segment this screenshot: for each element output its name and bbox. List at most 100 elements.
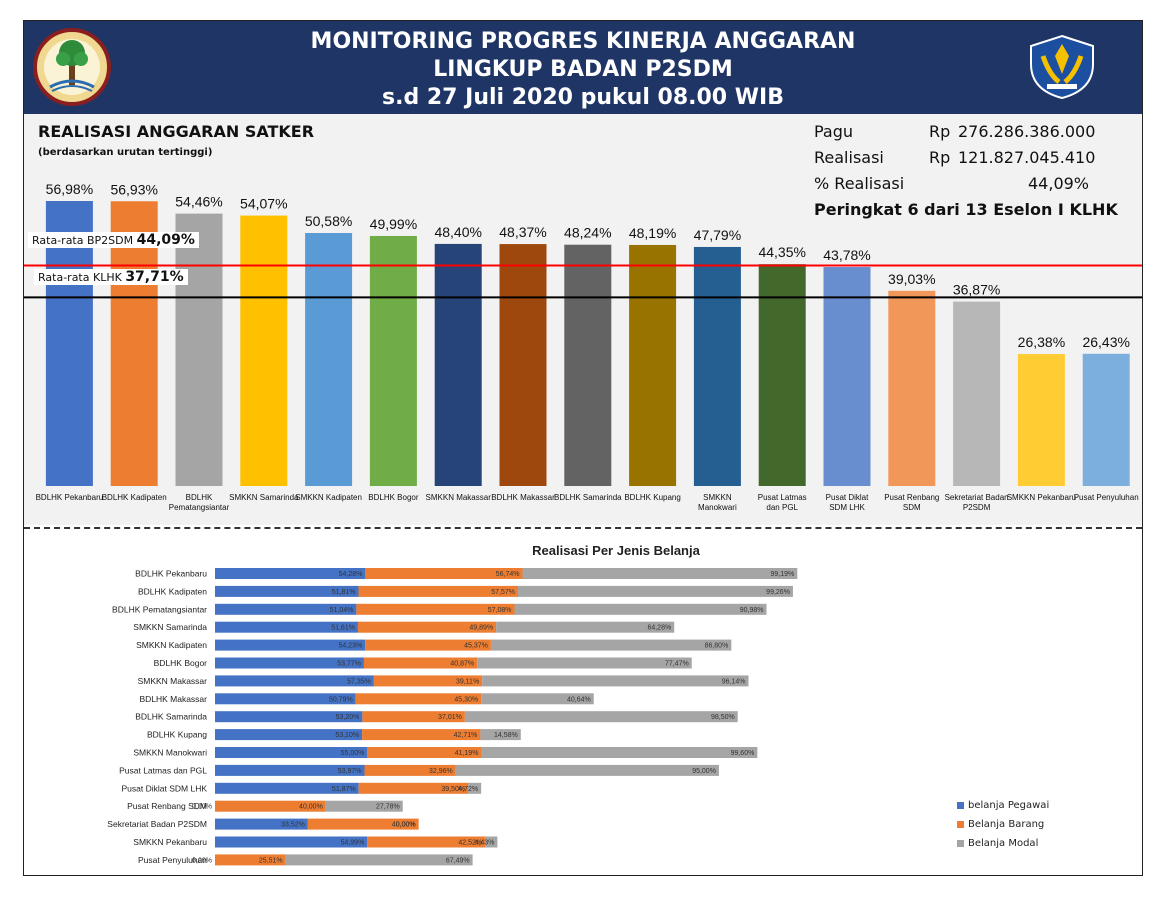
- segment-label: 42,52%: [458, 840, 482, 847]
- pagu-currency: Rp: [929, 122, 951, 141]
- bar-value-label: 56,98%: [46, 181, 93, 197]
- segment-label: 33,52%: [281, 822, 305, 829]
- legend-item-modal: Belanja Modal: [957, 834, 1049, 853]
- bar-segment: [356, 603, 515, 615]
- segment-label: 64,28%: [647, 625, 671, 632]
- segment-label: 51,81%: [332, 589, 356, 596]
- segment-label: 53,97%: [338, 768, 362, 775]
- bar-segment: [481, 693, 594, 705]
- chart2-title: Realisasi Per Jenis Belanja: [532, 543, 700, 558]
- bar: [1082, 353, 1130, 486]
- segment-label: 0,00%: [192, 857, 212, 864]
- x-tick-label: BDLHK Makassar: [491, 493, 555, 502]
- x-tick-label: Manokwari: [698, 503, 737, 512]
- x-tick-label: BDLHK: [186, 493, 213, 502]
- bar-value-label: 56,93%: [110, 181, 157, 197]
- bar-segment: [215, 729, 363, 741]
- legend-item-pegawai: belanja Pegawai: [957, 796, 1049, 815]
- bar-segment: [490, 639, 732, 651]
- bar: [175, 213, 223, 486]
- bar: [888, 290, 936, 486]
- bar-segment: [358, 782, 469, 794]
- segment-label: 53,77%: [337, 661, 361, 668]
- bar-segment: [215, 854, 286, 866]
- bar-value-label: 47,79%: [694, 227, 741, 243]
- bar: [1017, 354, 1065, 486]
- bar-segment: [496, 621, 675, 633]
- segment-label: 40,64%: [567, 696, 591, 703]
- bar: [45, 201, 93, 486]
- x-tick-label: Pematangsiantar: [169, 503, 230, 512]
- realisasi-label: Realisasi: [814, 148, 884, 167]
- bar-value-label: 50,58%: [305, 213, 352, 229]
- category-label: BDLHK Makassar: [139, 694, 207, 704]
- category-label: Pusat Diklat SDM LHK: [122, 783, 208, 793]
- segment-label: 45,37%: [464, 643, 488, 650]
- legend-item-barang: Belanja Barang: [957, 815, 1049, 834]
- bar-segment: [373, 675, 483, 687]
- avg-klhk-name: Rata-rata KLHK: [38, 271, 122, 284]
- bar-segment: [365, 639, 491, 651]
- x-tick-label: SMKKN: [703, 493, 732, 502]
- header-banner: MONITORING PROGRES KINERJA ANGGARAN LING…: [24, 21, 1142, 114]
- segment-label: 56,74%: [496, 571, 520, 578]
- segment-label: 99,26%: [766, 589, 790, 596]
- segment-label: 50,79%: [329, 696, 353, 703]
- title-line-3: s.d 27 Juli 2020 pukul 08.00 WIB: [382, 85, 784, 110]
- bar: [305, 233, 353, 486]
- segment-label: 51,61%: [331, 625, 355, 632]
- x-tick-label: SDM: [903, 503, 921, 512]
- peringkat-text: Peringkat 6 dari 13 Eselon I KLHK: [814, 200, 1118, 219]
- x-tick-label: BDLHK Bogor: [368, 493, 419, 502]
- bar-segment: [485, 836, 498, 848]
- dashboard-frame: MONITORING PROGRES KINERJA ANGGARAN LING…: [23, 20, 1143, 876]
- category-label: BDLHK Kupang: [147, 730, 207, 740]
- segment-label: 25,51%: [259, 857, 283, 864]
- segment-label: 54,23%: [338, 643, 362, 650]
- legend-swatch: [957, 802, 964, 809]
- segment-label: 4,43%: [475, 840, 495, 847]
- bar-value-label: 48,24%: [564, 225, 611, 241]
- bar-segment: [215, 782, 359, 794]
- bar-segment: [482, 675, 749, 687]
- avg-klhk-value: 37,71%: [125, 269, 184, 285]
- chart1-title: REALISASI ANGGARAN SATKER: [38, 122, 315, 141]
- bar: [240, 215, 288, 486]
- title-line-2: LINGKUP BADAN P2SDM: [433, 57, 733, 82]
- bar-segment: [481, 747, 758, 758]
- bar-segment: [357, 621, 497, 633]
- category-label: BDLHK Pekanbaru: [135, 569, 207, 579]
- segment-label: 0,00%: [396, 822, 416, 829]
- title-line-1: MONITORING PROGRES KINERJA ANGGARAN: [310, 29, 856, 54]
- bar-segment: [215, 800, 326, 812]
- segment-label: 99,60%: [731, 750, 755, 757]
- segment-label: 55,00%: [341, 750, 365, 757]
- x-tick-label: SMKKN Samarinda: [229, 493, 299, 502]
- legend-label-pegawai: belanja Pegawai: [968, 800, 1050, 811]
- bar-segment: [215, 818, 308, 830]
- x-tick-label: SMKKN Pekanbaru: [1007, 493, 1076, 502]
- category-label: BDLHK Kadipaten: [138, 586, 207, 596]
- x-tick-label: P2SDM: [963, 503, 991, 512]
- bar-segment: [464, 711, 738, 723]
- bar-segment: [367, 836, 486, 848]
- bar-segment: [285, 854, 473, 866]
- x-tick-label: BDLHK Pekanbaru: [36, 493, 104, 502]
- bar-segment: [215, 639, 366, 651]
- segment-label: 27,78%: [376, 804, 400, 811]
- bar-value-label: 26,38%: [1018, 334, 1065, 350]
- x-tick-label: Sekretariat Badan: [945, 493, 1009, 502]
- bar: [110, 201, 158, 486]
- segment-label: 42,71%: [454, 732, 478, 739]
- bar-segment: [367, 747, 482, 758]
- avg-bp2sdm-name: Rata-rata BP2SDM: [32, 234, 134, 247]
- segment-label: 40,00%: [299, 804, 323, 811]
- segment-label: 51,04%: [330, 607, 354, 614]
- segment-label: 39,50%: [441, 786, 465, 793]
- segment-label: 40,87%: [450, 661, 474, 668]
- bar-value-label: 49,99%: [370, 216, 417, 232]
- segment-label: 40,00%: [392, 822, 416, 829]
- x-tick-label: Pusat Diklat: [826, 493, 869, 502]
- category-label: BDLHK Pematangsiantar: [112, 604, 207, 614]
- x-tick-label: BDLHK Samarinda: [554, 493, 622, 502]
